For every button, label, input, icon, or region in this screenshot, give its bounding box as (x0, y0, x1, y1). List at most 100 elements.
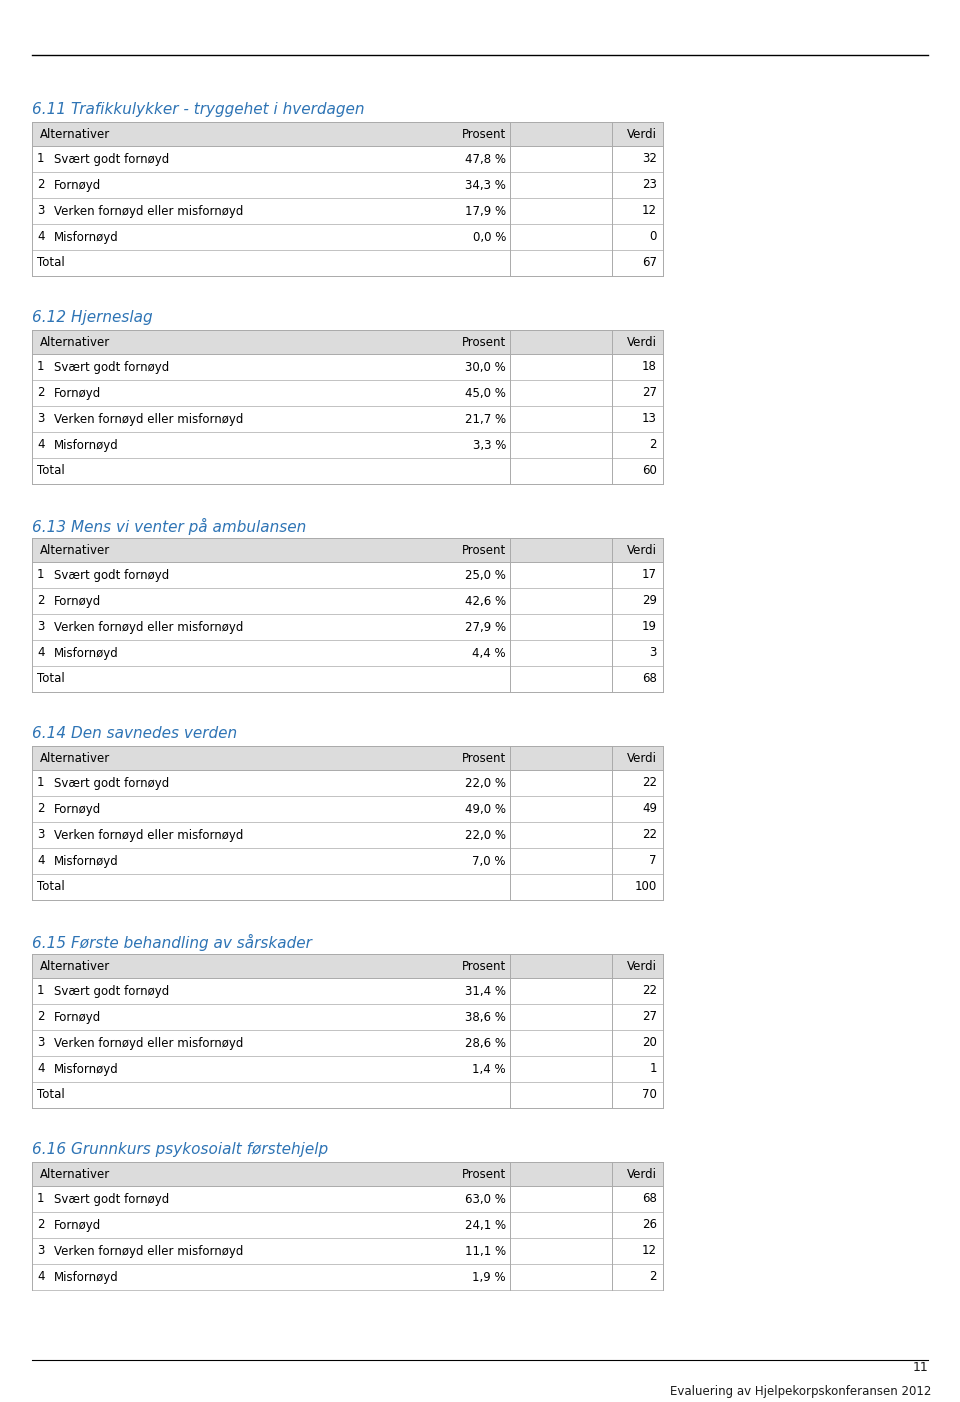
Text: Misfornøyd: Misfornøyd (54, 1063, 119, 1075)
Text: Verken fornøyd eller misfornøyd: Verken fornøyd eller misfornøyd (54, 621, 244, 634)
Text: 25,0 %: 25,0 % (466, 568, 506, 582)
Text: 1: 1 (37, 777, 44, 789)
Text: 1,9 %: 1,9 % (472, 1270, 506, 1283)
Text: Alternativer: Alternativer (40, 128, 110, 140)
Text: Fornøyd: Fornøyd (54, 594, 101, 607)
Text: 4: 4 (37, 646, 44, 659)
Text: Fornøyd: Fornøyd (54, 387, 101, 400)
Text: Misfornøyd: Misfornøyd (54, 646, 119, 659)
Text: Verken fornøyd eller misfornøyd: Verken fornøyd eller misfornøyd (54, 205, 244, 217)
Text: 6.16 Grunnkurs psykosoialt førstehjelp: 6.16 Grunnkurs psykosoialt førstehjelp (32, 1143, 328, 1157)
Text: 63,0 %: 63,0 % (466, 1193, 506, 1206)
Bar (32, 122, 663, 146)
Text: Verken fornøyd eller misfornøyd: Verken fornøyd eller misfornøyd (54, 1245, 244, 1258)
Text: 45,0 %: 45,0 % (466, 387, 506, 400)
Text: 22: 22 (642, 777, 657, 789)
Text: Alternativer: Alternativer (40, 335, 110, 349)
Text: Total: Total (37, 257, 64, 269)
Text: 32: 32 (642, 153, 657, 165)
Text: Verken fornøyd eller misfornøyd: Verken fornøyd eller misfornøyd (54, 412, 244, 425)
Text: 68: 68 (642, 673, 657, 686)
Text: Fornøyd: Fornøyd (54, 802, 101, 816)
Text: Misfornøyd: Misfornøyd (54, 230, 119, 244)
Text: 2: 2 (37, 178, 44, 192)
Text: 20: 20 (642, 1036, 657, 1050)
Text: 0,0 %: 0,0 % (472, 230, 506, 244)
Text: 3: 3 (650, 646, 657, 659)
Text: 1: 1 (650, 1063, 657, 1075)
Text: 4,4 %: 4,4 % (472, 646, 506, 659)
Text: 2: 2 (37, 802, 44, 816)
Text: Svært godt fornøyd: Svært godt fornøyd (54, 568, 169, 582)
Text: Misfornøyd: Misfornøyd (54, 439, 119, 451)
Text: 19: 19 (642, 621, 657, 634)
Text: 11: 11 (912, 1361, 928, 1374)
Text: Total: Total (37, 673, 64, 686)
Text: Total: Total (37, 880, 64, 893)
Text: 3,3 %: 3,3 % (472, 439, 506, 451)
Text: Verken fornøyd eller misfornøyd: Verken fornøyd eller misfornøyd (54, 829, 244, 841)
Text: 1: 1 (37, 984, 44, 997)
Text: 6.14 Den savnedes verden: 6.14 Den savnedes verden (32, 726, 237, 742)
Text: 1: 1 (37, 1193, 44, 1206)
Text: 27: 27 (642, 387, 657, 400)
Bar (32, 329, 663, 353)
Text: Prosent: Prosent (462, 1168, 506, 1180)
Text: Alternativer: Alternativer (40, 544, 110, 557)
Text: Total: Total (37, 464, 64, 478)
Text: 3: 3 (37, 621, 44, 634)
Text: 2: 2 (650, 1270, 657, 1283)
Text: Total: Total (37, 1088, 64, 1102)
Text: Svært godt fornøyd: Svært godt fornøyd (54, 360, 169, 373)
Text: 68: 68 (642, 1193, 657, 1206)
Text: 22: 22 (642, 829, 657, 841)
Text: 21,7 %: 21,7 % (465, 412, 506, 425)
Text: 3: 3 (37, 412, 44, 425)
Text: Prosent: Prosent (462, 751, 506, 764)
Text: 22,0 %: 22,0 % (465, 829, 506, 841)
Text: Verdi: Verdi (627, 959, 657, 973)
Text: Prosent: Prosent (462, 959, 506, 973)
Text: Misfornøyd: Misfornøyd (54, 854, 119, 868)
Text: 6.15 Første behandling av sårskader: 6.15 Første behandling av sårskader (32, 934, 312, 951)
Text: 4: 4 (37, 230, 44, 244)
Text: 24,1 %: 24,1 % (465, 1218, 506, 1231)
Bar (32, 538, 663, 562)
Text: Verdi: Verdi (627, 544, 657, 557)
Text: 100: 100 (635, 880, 657, 893)
Bar (32, 953, 663, 979)
Text: 49,0 %: 49,0 % (465, 802, 506, 816)
Text: 23: 23 (642, 178, 657, 192)
Text: 67: 67 (642, 257, 657, 269)
Text: Fornøyd: Fornøyd (54, 178, 101, 192)
Text: 2: 2 (650, 439, 657, 451)
Text: 49: 49 (642, 802, 657, 816)
Text: Prosent: Prosent (462, 128, 506, 140)
Text: 6.11 Trafikkulykker - tryggehet i hverdagen: 6.11 Trafikkulykker - tryggehet i hverda… (32, 102, 365, 116)
Text: Alternativer: Alternativer (40, 1168, 110, 1180)
Text: 12: 12 (642, 205, 657, 217)
Text: 6.12 Hjerneslag: 6.12 Hjerneslag (32, 310, 153, 325)
Text: Evaluering av Hjelpekorpskonferansen 2012: Evaluering av Hjelpekorpskonferansen 201… (670, 1385, 931, 1398)
Text: 3: 3 (37, 205, 44, 217)
Text: 30,0 %: 30,0 % (466, 360, 506, 373)
Text: 18: 18 (642, 360, 657, 373)
Text: 3: 3 (37, 829, 44, 841)
Text: Svært godt fornøyd: Svært godt fornøyd (54, 153, 169, 165)
Text: Verdi: Verdi (627, 751, 657, 764)
Bar (32, 746, 663, 770)
Text: Verken fornøyd eller misfornøyd: Verken fornøyd eller misfornøyd (54, 1036, 244, 1050)
Text: 3: 3 (37, 1036, 44, 1050)
Text: Verdi: Verdi (627, 335, 657, 349)
Text: 38,6 %: 38,6 % (466, 1011, 506, 1023)
Text: 17,9 %: 17,9 % (465, 205, 506, 217)
Text: 28,6 %: 28,6 % (465, 1036, 506, 1050)
Text: Svært godt fornøyd: Svært godt fornøyd (54, 984, 169, 997)
Text: 7,0 %: 7,0 % (472, 854, 506, 868)
Text: Svært godt fornøyd: Svært godt fornøyd (54, 1193, 169, 1206)
Text: 12: 12 (642, 1245, 657, 1258)
Text: 31,4 %: 31,4 % (465, 984, 506, 997)
Text: Verdi: Verdi (627, 128, 657, 140)
Text: 17: 17 (642, 568, 657, 582)
Text: 7: 7 (650, 854, 657, 868)
